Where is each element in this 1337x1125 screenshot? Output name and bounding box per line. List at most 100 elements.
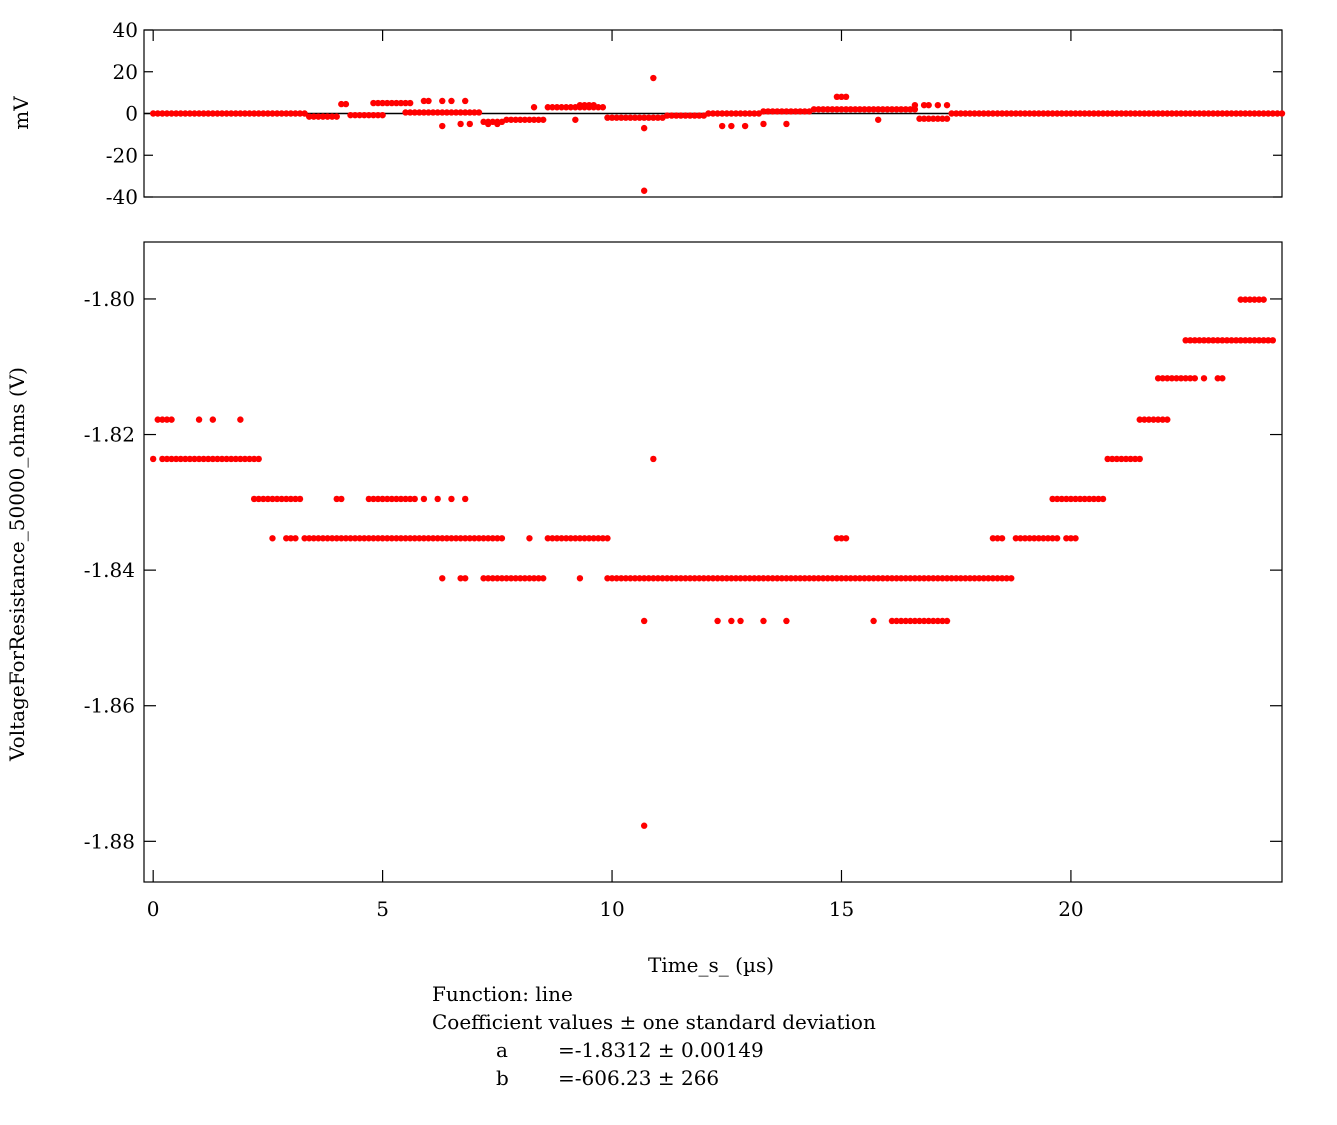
main-point	[998, 575, 1006, 582]
residual-point	[930, 115, 937, 122]
main-point	[1251, 337, 1258, 344]
main-point	[388, 495, 395, 503]
main-point	[406, 535, 414, 542]
main-point	[1118, 455, 1125, 463]
residual-point	[416, 109, 423, 116]
main-point	[484, 575, 492, 582]
main-point	[879, 575, 886, 582]
main-point	[751, 575, 758, 582]
main-point	[1136, 416, 1143, 423]
main-point	[338, 535, 345, 542]
main-point	[1076, 495, 1084, 503]
main-point	[783, 575, 790, 582]
residual-point	[1099, 110, 1107, 117]
residual-point	[842, 93, 850, 101]
residual-point	[1109, 110, 1116, 117]
main-point	[939, 617, 946, 625]
main-point	[769, 575, 776, 582]
main-point	[1196, 337, 1203, 344]
main-point	[1191, 337, 1199, 344]
main-point	[462, 535, 469, 542]
main-point	[315, 535, 322, 542]
residual-point	[884, 106, 891, 113]
main-point	[755, 575, 763, 582]
main-point	[310, 535, 317, 542]
main-point	[448, 535, 455, 542]
main-x-tick-label: 15	[829, 897, 854, 921]
residual-point	[370, 99, 377, 107]
main-point	[241, 455, 249, 463]
fit-a-value: =-1.8312 ± 0.00149	[558, 1038, 764, 1062]
residual-point	[462, 109, 469, 116]
main-point	[1219, 375, 1226, 382]
main-point	[292, 495, 299, 503]
main-point	[191, 455, 198, 463]
main-point	[301, 535, 308, 542]
main-point	[338, 495, 345, 503]
main-x-tick-label: 20	[1058, 897, 1083, 921]
residual-point	[420, 97, 428, 105]
main-point	[1003, 575, 1010, 582]
residual-y-tick-label: 0	[125, 102, 138, 126]
residual-point	[916, 115, 923, 122]
main-point	[351, 535, 359, 542]
residual-point	[760, 108, 767, 115]
residual-point	[920, 115, 928, 122]
residual-point	[971, 110, 978, 117]
main-point	[943, 617, 951, 625]
main-point	[287, 495, 295, 503]
main-point	[1232, 337, 1240, 344]
main-point	[728, 617, 735, 625]
main-point	[163, 455, 171, 463]
main-point	[159, 455, 166, 463]
residual-point	[925, 115, 932, 122]
residual-point	[305, 113, 313, 120]
main-point	[177, 455, 184, 463]
main-point	[498, 575, 506, 582]
main-point	[333, 495, 340, 503]
main-point	[439, 535, 446, 542]
residual-point	[471, 109, 478, 116]
main-point	[911, 617, 919, 625]
main-y-axis: -1.80 -1.82 -1.84 -1.86 -1.88	[84, 287, 1282, 853]
residual-point	[1063, 110, 1070, 117]
main-point	[631, 575, 639, 582]
main-point	[801, 575, 808, 582]
main-point	[576, 535, 584, 542]
main-point	[425, 535, 432, 542]
main-point	[581, 535, 588, 542]
main-point	[250, 455, 258, 463]
residual-point	[1278, 110, 1286, 117]
main-point	[576, 575, 584, 582]
main-point	[980, 575, 987, 582]
fit-function: Function: line	[432, 982, 573, 1006]
main-point	[237, 455, 244, 463]
main-point	[1122, 455, 1130, 463]
residual-point	[1067, 110, 1075, 117]
residual-point	[439, 122, 446, 130]
main-point	[1154, 375, 1162, 382]
residual-point	[842, 106, 850, 113]
residual-point	[824, 106, 831, 113]
main-point	[1246, 337, 1254, 344]
main-point	[214, 455, 221, 463]
fit-coefficient-b: b =-606.23 ± 266	[432, 1064, 876, 1092]
residual-point	[585, 101, 593, 109]
residual-y-tick-label: -20	[106, 143, 138, 167]
main-point	[1242, 337, 1249, 344]
main-point	[1095, 495, 1102, 503]
residual-point	[517, 116, 524, 123]
residual-point	[420, 109, 428, 116]
main-point	[521, 575, 529, 582]
residual-point	[182, 110, 189, 117]
main-point	[916, 575, 923, 582]
residual-point	[333, 113, 340, 120]
main-point	[283, 495, 290, 503]
main-x-axis-label: Time_s_ (µs)	[648, 953, 774, 977]
residual-point	[728, 122, 735, 130]
main-point	[227, 455, 235, 463]
main-point	[1164, 375, 1171, 382]
residual-point	[553, 104, 561, 111]
residual-point	[870, 106, 877, 113]
residual-point	[462, 97, 469, 105]
